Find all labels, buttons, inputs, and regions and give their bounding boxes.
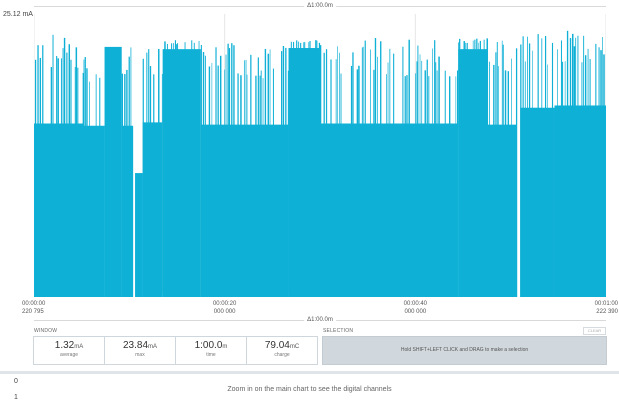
window-section-label: WINDOW [34, 328, 58, 334]
stat-average-unit: mA [74, 344, 84, 350]
digital-channels-panel: 0 1 Zoom in on the main chart to see the… [0, 371, 619, 406]
x-tick-subsecond: 222 390 [596, 309, 618, 315]
x-tick-subsecond: 000 000 [213, 309, 236, 315]
stat-charge-unit: mC [289, 344, 300, 350]
x-tick-subsecond: 220 795 [22, 309, 44, 315]
current-spike [515, 48, 518, 297]
digital-channels-message: Zoom in on the main chart to see the dig… [227, 386, 392, 393]
segment-9 [288, 48, 320, 297]
stat-max-label: max [135, 352, 145, 358]
x-tick-time: 00:00:00 [22, 301, 46, 307]
segment-6 [142, 122, 163, 297]
segment-10 [320, 123, 459, 297]
stat-time: 1:00.0m time [175, 336, 247, 365]
x-tick-time: 00:00:40 [403, 301, 427, 307]
selection-section-label: SELECTION [323, 328, 354, 334]
stat-max-value: 23.84 [122, 340, 149, 351]
selection-hint: Hold SHIFT+LEFT CLICK and DRAG to make a… [400, 347, 529, 353]
stat-average: 1.32mA average [33, 336, 105, 365]
current-chart[interactable] [34, 14, 606, 297]
clear-selection-button[interactable]: CLEAR [583, 327, 606, 335]
segment-14 [520, 107, 555, 297]
segment-3 [121, 125, 134, 297]
segment-1 [83, 125, 105, 297]
x-tick-1: 00:00:20 000 000 [203, 300, 247, 316]
stat-time-value: 1:00.0 [194, 340, 223, 351]
stat-time-unit: m [222, 344, 228, 350]
segment-2 [104, 46, 122, 297]
chart-segments [34, 46, 606, 297]
stat-max: 23.84mA max [104, 336, 176, 365]
x-tick-time: 00:01:00 [594, 301, 618, 307]
x-tick-3: 00:01:00 222 390 [574, 300, 618, 316]
x-tick-time: 00:00:20 [212, 301, 237, 307]
segment-11 [458, 49, 487, 297]
duration-label-top: Δ1:00.0m [304, 3, 336, 9]
stat-time-label: time [206, 352, 216, 358]
stat-max-unit: mA [148, 344, 158, 350]
segment-7 [162, 49, 201, 297]
duration-label-bottom: Δ1:00.0m [304, 317, 336, 323]
stat-charge-label: charge [274, 352, 290, 358]
segment-12 [486, 124, 517, 297]
stat-average-label: average [59, 352, 79, 358]
segment-8 [200, 124, 289, 297]
digital-channel-0: 0 [14, 378, 18, 385]
segment-5 [135, 173, 143, 297]
stat-charge-value: 79.04 [264, 340, 290, 351]
x-tick-2: 00:00:40 000 000 [393, 300, 437, 316]
stat-charge: 79.04mC charge [246, 336, 318, 365]
x-tick-subsecond: 000 000 [404, 309, 427, 315]
stat-average-value: 1.32 [54, 340, 75, 351]
segment-0 [34, 123, 84, 297]
segment-15 [554, 105, 606, 297]
x-tick-0: 00:00:00 220 795 [22, 300, 66, 316]
y-axis-max-label: 25.12 mA [3, 11, 33, 18]
selection-panel[interactable]: Hold SHIFT+LEFT CLICK and DRAG to make a… [322, 336, 607, 365]
digital-channel-1: 1 [14, 394, 18, 401]
